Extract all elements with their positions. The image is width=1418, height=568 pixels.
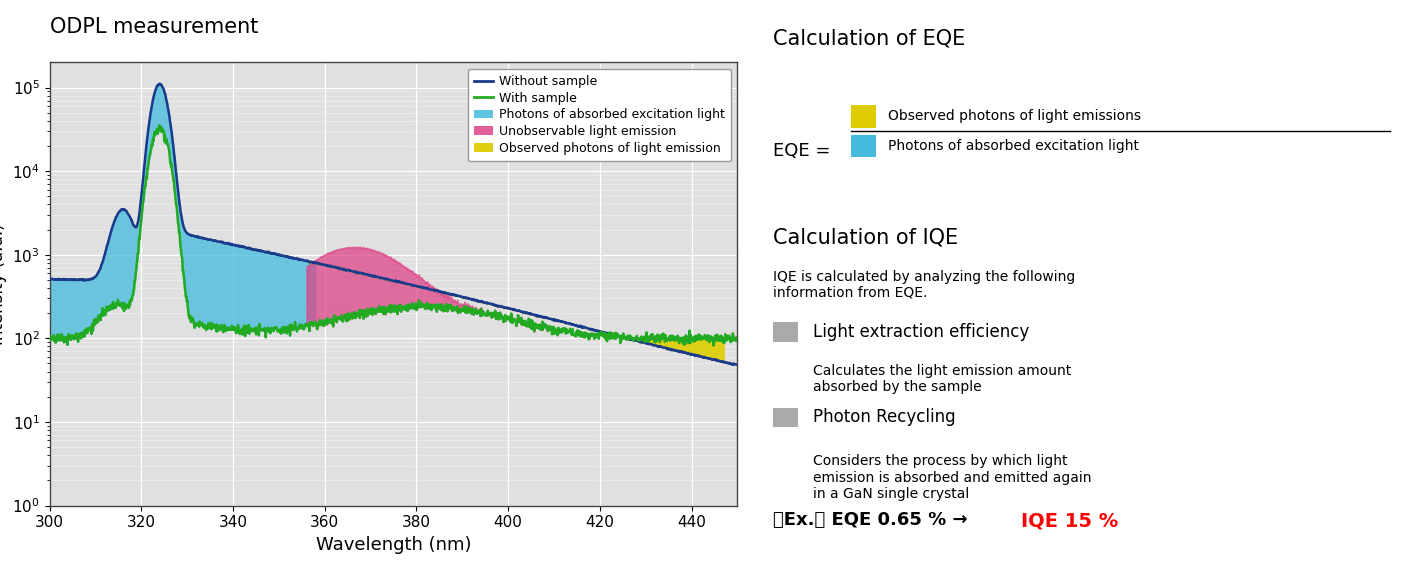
Text: Calculates the light emission amount
absorbed by the sample: Calculates the light emission amount abs… xyxy=(813,364,1071,394)
Text: Light extraction efficiency: Light extraction efficiency xyxy=(813,323,1029,341)
Legend: Without sample, With sample, Photons of absorbed excitation light, Unobservable : Without sample, With sample, Photons of … xyxy=(468,69,732,161)
X-axis label: Wavelength (nm): Wavelength (nm) xyxy=(316,536,471,554)
Text: Photon Recycling: Photon Recycling xyxy=(813,408,956,427)
Text: EQE =: EQE = xyxy=(773,141,837,160)
Text: 【Ex.】 EQE 0.65 % →: 【Ex.】 EQE 0.65 % → xyxy=(773,511,974,529)
Y-axis label: Intensity (a.u.): Intensity (a.u.) xyxy=(0,223,7,345)
Text: IQE 15 %: IQE 15 % xyxy=(1021,511,1119,530)
Text: Observed photons of light emissions: Observed photons of light emissions xyxy=(888,110,1140,123)
Text: ODPL measurement: ODPL measurement xyxy=(50,17,258,37)
Text: Calculation of EQE: Calculation of EQE xyxy=(773,28,966,48)
Text: Photons of absorbed excitation light: Photons of absorbed excitation light xyxy=(888,139,1139,153)
Text: IQE is calculated by analyzing the following
information from EQE.: IQE is calculated by analyzing the follo… xyxy=(773,270,1075,300)
Text: Considers the process by which light
emission is absorbed and emitted again
in a: Considers the process by which light emi… xyxy=(813,454,1090,501)
Text: Calculation of IQE: Calculation of IQE xyxy=(773,227,959,247)
